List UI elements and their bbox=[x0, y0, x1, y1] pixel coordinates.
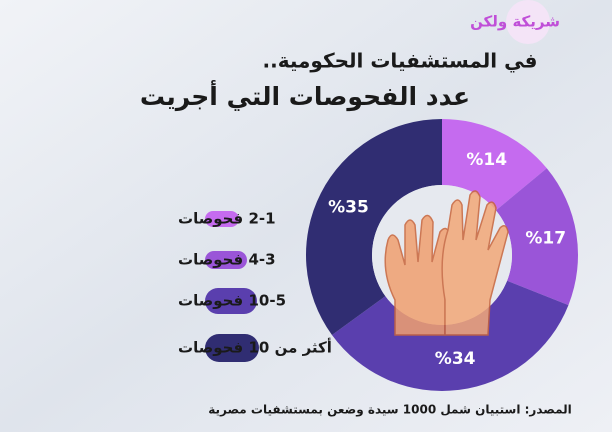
donut-segment bbox=[306, 119, 442, 335]
donut-segment bbox=[442, 119, 547, 211]
gloves-illustration bbox=[384, 190, 509, 336]
legend-label: 10-5 فحوصات bbox=[178, 292, 286, 310]
legend-swatch bbox=[205, 251, 247, 269]
logo-badge bbox=[506, 0, 550, 44]
glove-left bbox=[384, 214, 451, 336]
source-note: المصدر: استبيان شمل 1000 سيدة وضعن بمستش… bbox=[208, 403, 572, 418]
legend-swatch bbox=[205, 288, 257, 314]
chart-title: في المستشفيات الحكومية.. bbox=[263, 49, 538, 74]
legend-swatch bbox=[205, 334, 259, 362]
value-label: %34 bbox=[435, 349, 476, 369]
legend-label: 4-3 فحوصات bbox=[178, 251, 276, 269]
glove-right bbox=[441, 190, 509, 336]
chart-subtitle: عدد الفحوصات التي أجريت bbox=[140, 80, 470, 112]
legend: 2-1 فحوصات 4-3 فحوصات 10-5 فحوصات أكثر من 1… bbox=[178, 210, 332, 362]
legend-swatch bbox=[205, 211, 239, 227]
value-label: %17 bbox=[525, 229, 566, 249]
legend-label: أكثر من 10 فحوصات bbox=[178, 338, 332, 357]
legend-label: 2-1 فحوصات bbox=[178, 210, 276, 228]
donut-segment bbox=[331, 280, 569, 391]
brand-logo: شريكة ولكن bbox=[470, 13, 560, 31]
donut-segment bbox=[495, 168, 578, 306]
value-label: %14 bbox=[466, 150, 507, 170]
value-label: %35 bbox=[328, 197, 369, 217]
